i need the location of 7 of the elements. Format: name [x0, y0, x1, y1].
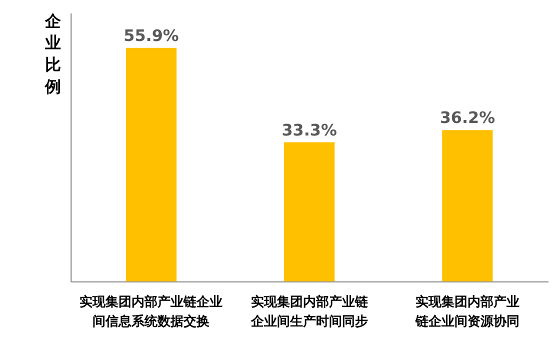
x-tick-label: 实现集团内部产业链企业间资源协同 [414, 294, 520, 330]
data-label: 33.3% [282, 120, 337, 140]
data-label: 36.2% [440, 108, 496, 128]
y-axis-title: 企业比例 [44, 11, 62, 96]
data-label: 55.9% [124, 26, 179, 45]
x-tick-label: 实现集团内部产业链企业间信息系统数据交换 [80, 294, 223, 330]
x-tick-label: 实现集团内部产业链企业间生产时间同步 [250, 294, 369, 330]
